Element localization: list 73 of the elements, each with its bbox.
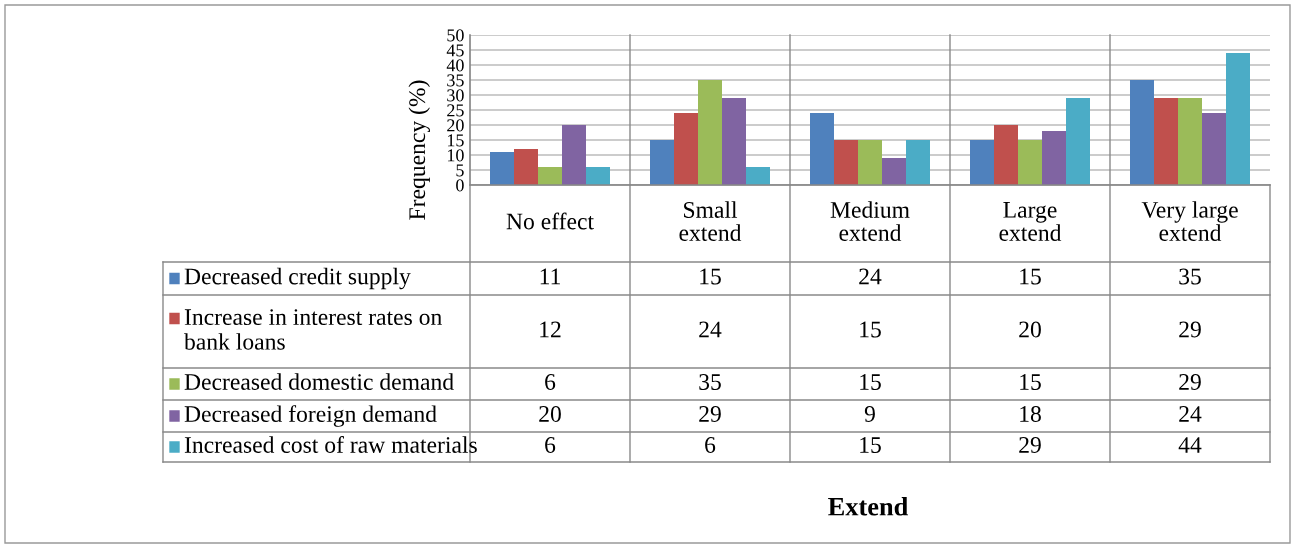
bar xyxy=(722,98,746,185)
y-tick-label: 20 xyxy=(447,119,464,132)
data-label: 35 xyxy=(1179,268,1201,285)
y-tick-label: 40 xyxy=(446,59,464,72)
y-tick-label: 30 xyxy=(447,89,464,102)
data-label: 12 xyxy=(540,321,561,338)
bar xyxy=(810,113,834,185)
data-label: 6 xyxy=(545,437,556,453)
bar xyxy=(1226,53,1250,185)
bar xyxy=(1018,140,1042,185)
y-tick-label: 5 xyxy=(456,164,464,177)
bar xyxy=(882,158,906,185)
bar xyxy=(970,140,994,185)
data-label: 44 xyxy=(1178,437,1202,453)
bar xyxy=(1202,113,1226,185)
x-tick-label: Small extend xyxy=(679,201,742,241)
bar xyxy=(834,140,858,185)
data-label: 9 xyxy=(864,406,875,422)
bar xyxy=(586,167,610,185)
bar xyxy=(1066,98,1090,185)
data-label: 6 xyxy=(705,437,716,453)
bar xyxy=(490,152,514,185)
legend-label: Increased cost of raw materials xyxy=(184,436,477,453)
data-label: 20 xyxy=(539,405,561,422)
data-label: 15 xyxy=(860,374,881,390)
data-label: 15 xyxy=(860,321,881,338)
legend-label: Increase in interest rates on bank loans xyxy=(184,309,442,350)
y-tick-label: 50 xyxy=(447,29,464,42)
data-label: 29 xyxy=(1179,321,1201,338)
data-label: 20 xyxy=(1019,321,1041,338)
data-label: 15 xyxy=(1020,374,1041,390)
bar xyxy=(514,149,538,185)
y-axis-title: Frequency (%) xyxy=(408,80,430,220)
data-label: 35 xyxy=(699,374,721,390)
bar xyxy=(674,113,698,185)
bar xyxy=(1042,131,1066,185)
data-label: 15 xyxy=(700,268,721,285)
data-label: 15 xyxy=(1020,268,1041,285)
data-label: 29 xyxy=(699,406,721,422)
y-tick-label: 25 xyxy=(447,104,464,117)
data-label: 24 xyxy=(859,268,882,285)
data-label: 15 xyxy=(860,437,881,453)
y-tick-label: 15 xyxy=(447,134,464,147)
bar xyxy=(1154,98,1178,185)
data-label: 11 xyxy=(540,268,560,285)
bar xyxy=(698,80,722,185)
y-tick-label: 35 xyxy=(447,74,464,87)
y-tick-label: 10 xyxy=(447,149,464,162)
legend-label: Decreased credit supply xyxy=(184,267,411,290)
data-label: 24 xyxy=(699,321,722,338)
x-tick-label: Large extend xyxy=(999,202,1062,241)
x-tick-label: Medium extend xyxy=(830,201,910,241)
bar xyxy=(858,140,882,185)
bar xyxy=(562,125,586,185)
bar xyxy=(1130,80,1154,185)
bar xyxy=(1178,98,1202,185)
text: Extend xyxy=(828,497,909,516)
x-tick-label: No effect xyxy=(506,212,594,230)
bar xyxy=(746,167,770,185)
legend-label: Decreased foreign demand xyxy=(184,405,437,427)
data-label: 29 xyxy=(1019,437,1041,453)
data-label: 18 xyxy=(1020,405,1041,422)
x-tick-label: Very large extend xyxy=(1141,201,1238,241)
bar xyxy=(538,167,562,185)
bar xyxy=(906,140,930,185)
y-tick-label: 0 xyxy=(456,179,464,192)
bar xyxy=(994,125,1018,185)
y-tick-label: 45 xyxy=(446,44,464,57)
bar xyxy=(650,140,674,185)
data-label: 29 xyxy=(1179,374,1201,390)
data-label: 6 xyxy=(545,374,556,390)
legend-label: Decreased domestic demand xyxy=(184,373,454,390)
data-label: 24 xyxy=(1179,406,1202,422)
